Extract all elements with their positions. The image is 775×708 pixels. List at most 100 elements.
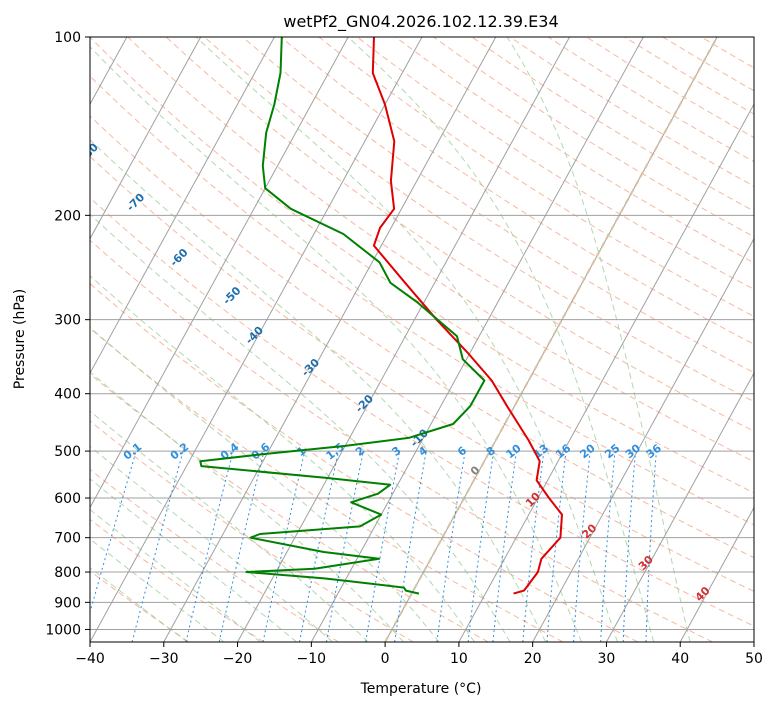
isotherm-line bbox=[90, 37, 349, 509]
mixing-ratio-label: 25 bbox=[602, 442, 622, 462]
dry-adiabat-line bbox=[624, 37, 754, 115]
dry-adiabat-line bbox=[509, 37, 754, 187]
dry-adiabat-line bbox=[90, 468, 339, 642]
dry-adiabat-line bbox=[90, 239, 713, 642]
mixing-ratio-label: 10 bbox=[504, 441, 524, 461]
moist-adiabat-line bbox=[90, 326, 440, 642]
moist-adiabat-line bbox=[347, 37, 655, 642]
adiabat-label: 0 bbox=[468, 463, 483, 478]
dry-adiabat-line bbox=[90, 155, 754, 592]
mixing-ratio-line bbox=[218, 450, 265, 642]
dry-adiabat-line bbox=[700, 37, 754, 69]
y-tick-label: 400 bbox=[54, 387, 81, 403]
x-tick-label: 20 bbox=[524, 651, 542, 667]
mixing-ratio-line bbox=[325, 450, 364, 642]
mixing-ratio-line bbox=[546, 451, 567, 642]
dry-adiabat-line bbox=[356, 37, 754, 290]
x-tick-label: 40 bbox=[671, 651, 689, 667]
dry-adiabat-line bbox=[165, 37, 754, 432]
isotherm-line bbox=[458, 103, 754, 642]
dewpoint-line bbox=[199, 37, 486, 595]
adiabat-label: -80 bbox=[78, 140, 101, 163]
y-tick-label: 800 bbox=[54, 565, 81, 581]
moist-adiabat-line bbox=[90, 371, 404, 642]
y-tick-label: 300 bbox=[54, 313, 81, 329]
dry-adiabat-line bbox=[395, 37, 754, 264]
adiabat-label: -60 bbox=[167, 246, 190, 269]
mixing-ratio-line bbox=[467, 451, 495, 642]
mixing-ratio-line bbox=[90, 450, 137, 615]
y-tick-label: 900 bbox=[54, 595, 81, 611]
plot-area: 0.1 0.2 0.4 0.6 1 1.5 2 3 4 6 8 10 13 16 20 25 30 36-100-… bbox=[0, 37, 754, 642]
moist-adiabat-line bbox=[90, 46, 582, 642]
isotherm-line bbox=[90, 37, 202, 240]
moist-adiabat-line bbox=[90, 478, 297, 642]
adiabat-label: 10 bbox=[523, 490, 543, 510]
chart-title: wetPf2_GN04.2026.102.12.39.E34 bbox=[283, 12, 558, 32]
axes: −40 −30 −20 −10 0 10 20 30 40 5010020030040050060… bbox=[45, 30, 763, 667]
y-tick-label: 600 bbox=[54, 491, 81, 507]
isotherm-line bbox=[310, 37, 644, 642]
dry-adiabat-line bbox=[203, 37, 754, 403]
moist-adiabat-line bbox=[90, 445, 333, 642]
x-tick-label: 30 bbox=[598, 651, 616, 667]
dry-adiabat-line bbox=[662, 37, 754, 92]
zero-isotherm-line bbox=[384, 37, 718, 642]
dry-adiabat-line bbox=[90, 570, 190, 642]
x-tick-label: −10 bbox=[297, 651, 327, 667]
dry-adiabat-line bbox=[280, 37, 754, 345]
mixing-ratio-label: 0.1 bbox=[121, 440, 144, 462]
x-tick-label: −20 bbox=[223, 651, 253, 667]
adiabat-label: -50 bbox=[220, 284, 243, 307]
mixing-ratio-label: 30 bbox=[623, 441, 643, 461]
adiabat-label: 30 bbox=[636, 553, 656, 573]
isotherm-line bbox=[90, 37, 275, 375]
isotherm-line bbox=[237, 37, 570, 642]
y-tick-label: 500 bbox=[54, 444, 81, 460]
moist-adiabat-line bbox=[90, 275, 475, 642]
adiabat-label: -70 bbox=[124, 191, 147, 214]
adiabat-label: -100 bbox=[0, 49, 5, 78]
y-tick-label: 100 bbox=[54, 30, 81, 46]
mixing-ratio-line bbox=[394, 451, 427, 642]
y-tick-label: 200 bbox=[54, 208, 81, 224]
mixing-ratio-line bbox=[299, 450, 339, 642]
dry-adiabat-line bbox=[90, 75, 754, 526]
mixing-ratio-label: 20 bbox=[578, 441, 598, 461]
dry-adiabat-line bbox=[90, 197, 754, 627]
mixing-ratio-line bbox=[262, 450, 306, 642]
mixing-ratio-line bbox=[131, 450, 184, 642]
mixing-ratio-label: 1.5 bbox=[324, 440, 347, 462]
dry-adiabat-line bbox=[586, 37, 754, 139]
moist-adiabat-line bbox=[506, 37, 691, 642]
x-tick-label: −40 bbox=[75, 651, 105, 667]
moist-adiabat-line bbox=[195, 37, 618, 642]
moist-adiabat-line bbox=[90, 567, 188, 642]
mixing-ratio-line bbox=[185, 450, 234, 642]
y-tick-label: 700 bbox=[54, 531, 81, 547]
dry-adiabat-line bbox=[318, 37, 754, 318]
dry-adiabat-line bbox=[90, 373, 489, 642]
y-axis-title: Pressure (hPa) bbox=[12, 289, 28, 389]
mixing-ratio-label: 0.2 bbox=[168, 440, 191, 462]
moist-adiabat-line bbox=[90, 410, 369, 642]
moist-adiabat-line bbox=[90, 508, 261, 642]
mixing-ratio-line bbox=[492, 451, 517, 642]
plot-frame bbox=[89, 36, 755, 643]
x-tick-label: 50 bbox=[745, 651, 763, 667]
x-tick-label: 0 bbox=[381, 651, 390, 667]
dry-adiabat-line bbox=[433, 37, 754, 238]
isotherm-line bbox=[90, 37, 423, 642]
isotherm-line bbox=[606, 372, 754, 642]
isotherm-line bbox=[679, 506, 754, 642]
dry-adiabat-line bbox=[90, 282, 639, 642]
isotherm-line bbox=[163, 37, 497, 642]
adiabat-label: -90 bbox=[28, 96, 51, 119]
isotherm-line bbox=[753, 640, 754, 642]
moist-adiabat-line bbox=[90, 538, 225, 642]
temperature-line bbox=[371, 37, 563, 595]
x-tick-label: −30 bbox=[149, 651, 179, 667]
adiabat-label: 20 bbox=[579, 521, 599, 541]
mixing-ratio-label: 36 bbox=[644, 441, 664, 461]
